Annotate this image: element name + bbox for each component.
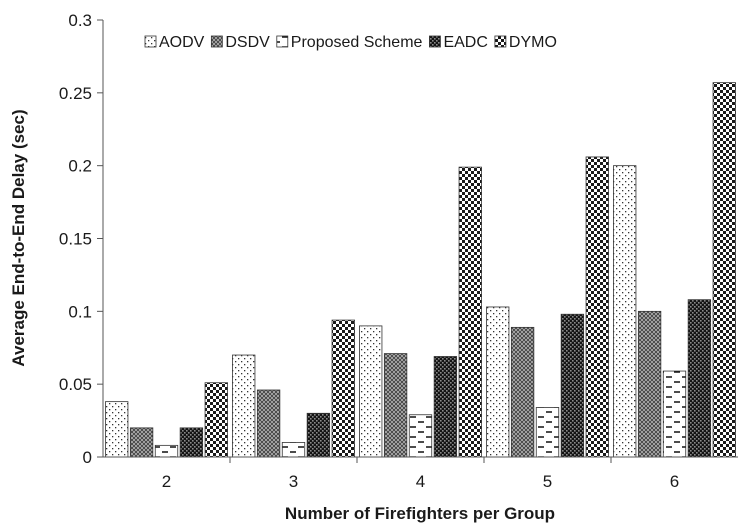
y-tick-label: 0 <box>83 448 92 467</box>
bar-aodv-6 <box>613 165 637 458</box>
bar-eadc-6 <box>687 299 712 458</box>
bar-aodv-4 <box>359 325 383 458</box>
bar-aodv-3 <box>232 354 256 458</box>
bar-dsdv-6 <box>637 310 662 458</box>
y-tick-label: 0.25 <box>59 84 92 103</box>
bar-eadc-2 <box>179 427 204 458</box>
legend-swatch-eadc <box>429 35 441 48</box>
x-tick-label: 3 <box>289 472 298 491</box>
bar-dymo-2 <box>204 382 228 458</box>
bar-dsdv-4 <box>383 353 408 458</box>
x-tick-label: 6 <box>670 472 679 491</box>
bar-dsdv-2 <box>129 427 154 458</box>
y-tick-label: 0.1 <box>68 302 92 321</box>
bar-dymo-5 <box>585 156 609 458</box>
legend-swatch-proposed-scheme <box>276 35 289 48</box>
bar-eadc-3 <box>306 412 331 458</box>
x-tick-label: 5 <box>543 472 552 491</box>
legend-label-proposed-scheme: Proposed Scheme <box>291 34 423 51</box>
bar-eadc-4 <box>433 356 458 458</box>
y-tick-label: 0.3 <box>68 11 92 30</box>
legend-label-dsdv: DSDV <box>225 34 270 51</box>
y-axis-title: Average End-to-End Delay (sec) <box>9 109 28 366</box>
bar-aodv-2 <box>105 401 129 458</box>
legend-swatch-dymo <box>494 35 507 48</box>
bar-proposed-scheme-6 <box>662 370 687 458</box>
legend-label-dymo: DYMO <box>509 34 557 51</box>
legend-label-aodv: AODV <box>159 34 205 51</box>
legend: AODV DSDV Proposed Scheme EADC DYMO <box>144 34 557 51</box>
legend-label-eadc: EADC <box>443 34 487 51</box>
bar-eadc-5 <box>560 313 585 458</box>
legend-swatch-dsdv <box>210 35 223 48</box>
bar-proposed-scheme-3 <box>281 442 306 458</box>
bars <box>105 82 736 458</box>
y-tick-label: 0.2 <box>68 157 92 176</box>
bar-dsdv-5 <box>510 326 535 458</box>
bar-dymo-3 <box>331 319 355 458</box>
x-ticks: 2 3 4 5 6 <box>162 457 679 491</box>
bar-dymo-6 <box>712 82 736 458</box>
bar-dsdv-3 <box>256 389 281 458</box>
bar-aodv-5 <box>486 306 510 458</box>
x-tick-label: 2 <box>162 472 171 491</box>
x-axis-title: Number of Firefighters per Group <box>285 504 555 523</box>
y-tick-label: 0.15 <box>59 230 92 249</box>
x-tick-label: 4 <box>416 472 425 491</box>
legend-swatch-aodv <box>144 35 157 48</box>
bar-proposed-scheme-5 <box>535 407 560 458</box>
y-ticks: 0 0.05 0.1 0.15 0.2 0.25 0.3 <box>59 11 103 467</box>
y-tick-label: 0.05 <box>59 375 92 394</box>
bar-proposed-scheme-2 <box>154 444 179 458</box>
bar-proposed-scheme-4 <box>408 414 433 458</box>
bar-dymo-4 <box>458 166 482 458</box>
